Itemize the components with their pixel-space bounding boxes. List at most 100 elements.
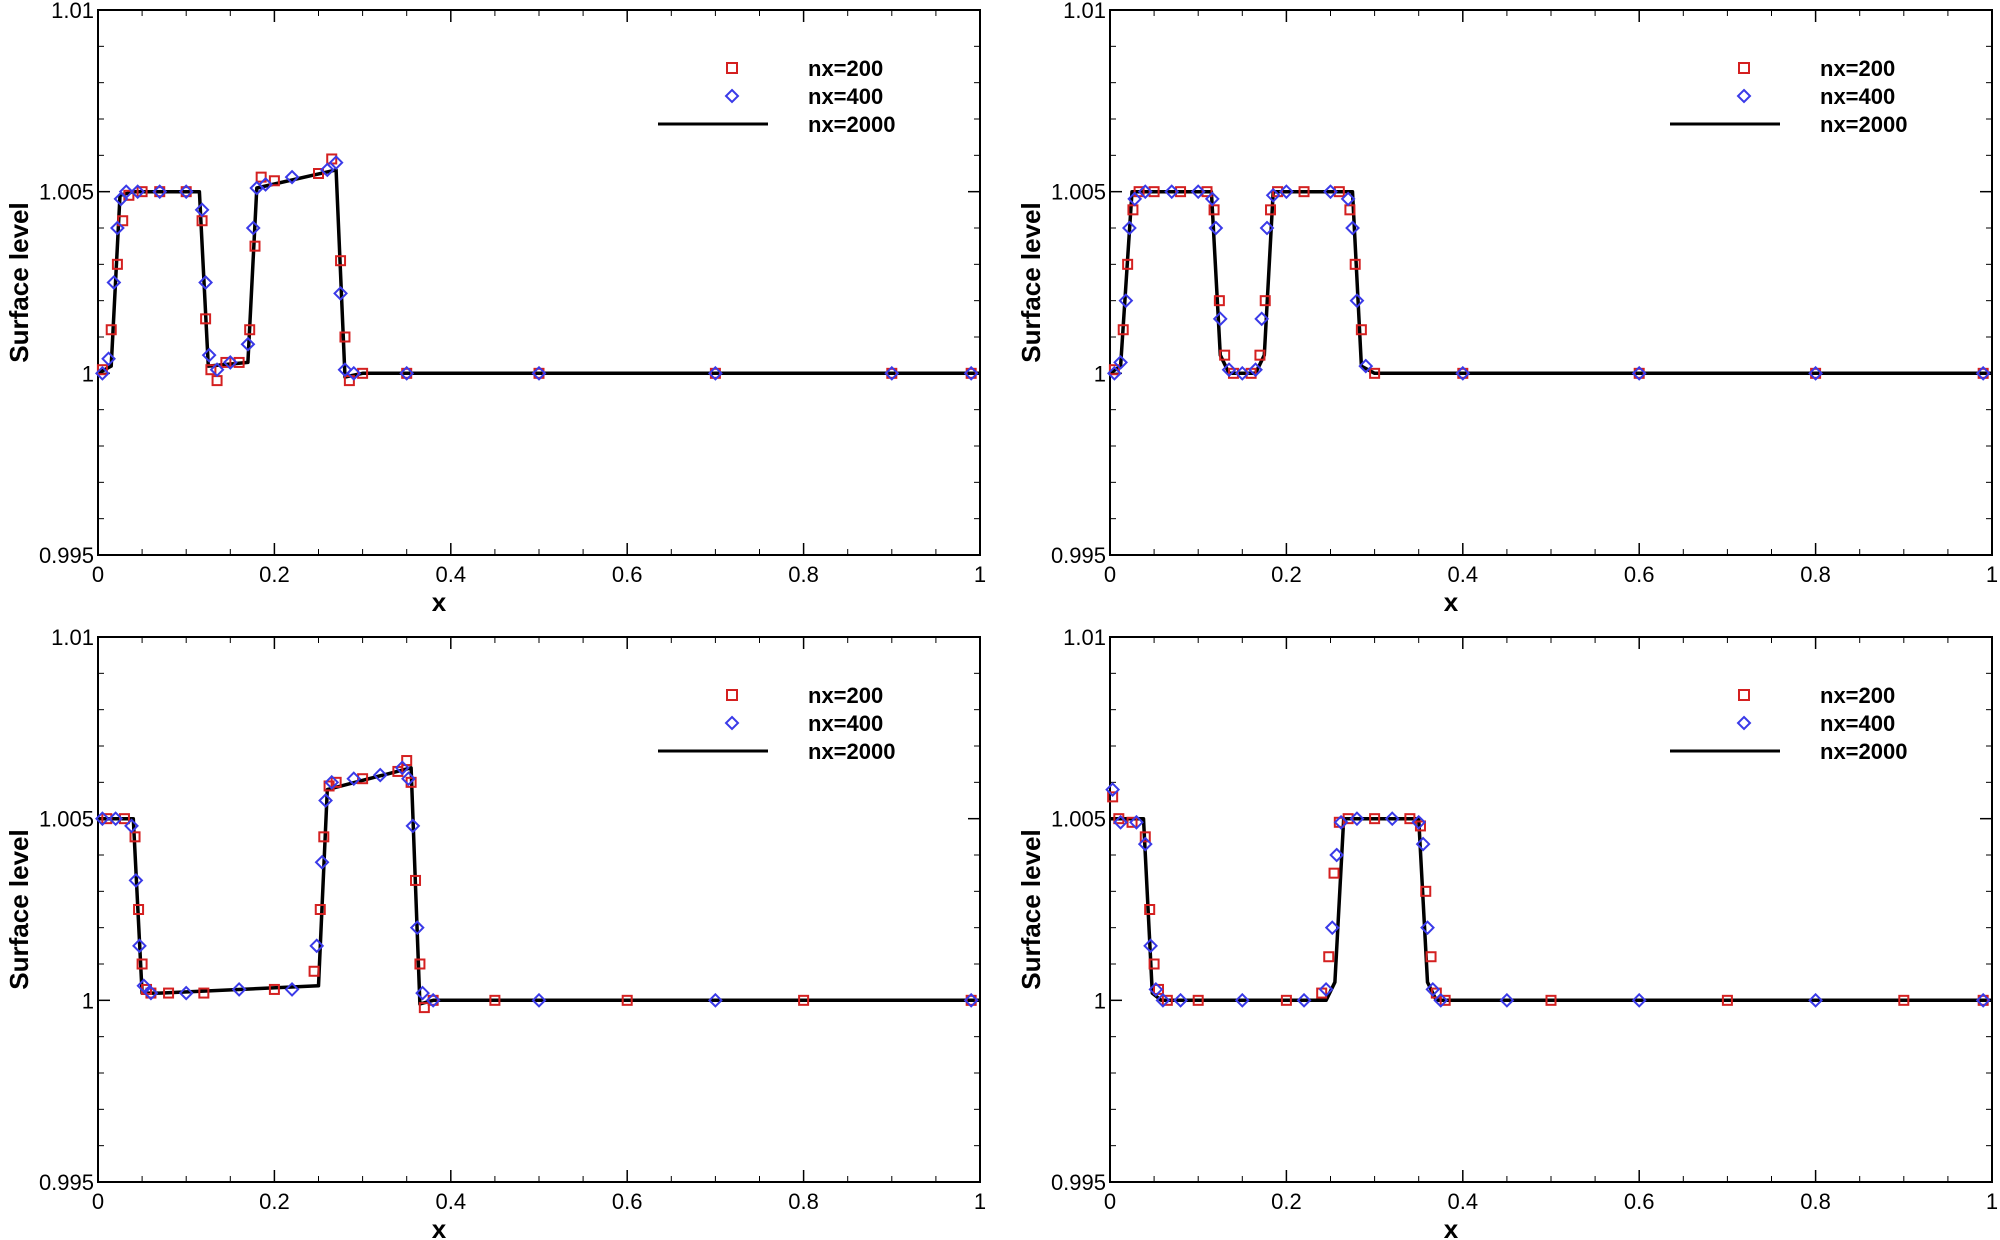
data-point-nx200: [308, 965, 320, 977]
data-point-nx200: [1175, 186, 1187, 198]
data-point-nx200: [1148, 958, 1160, 970]
data-point-nx200: [154, 186, 166, 198]
x-tick-label: 0: [92, 1189, 104, 1214]
data-point-nx200: [136, 958, 148, 970]
data-point-nx200: [1265, 204, 1277, 216]
x-tick-label: 0.2: [259, 562, 290, 587]
data-point-nx200: [1208, 204, 1220, 216]
data-point-nx400: [1190, 184, 1206, 200]
y-tick-label: 1.005: [1051, 180, 1106, 205]
data-point-nx400: [1148, 982, 1164, 997]
series-line-nx2000: [1109, 189, 1992, 376]
legend-marker-diamond: [1736, 88, 1752, 104]
legend-label: nx=200: [1820, 56, 1895, 81]
chart-panel-4: 0 0.2 0.4 0.6 0.8 1 0.995 1 1.005 1.01 x Surface le…: [1016, 625, 1998, 1240]
data-point-nx200: [1977, 994, 1989, 1006]
legend: nx=200 nx=400 nx=2000: [658, 56, 895, 137]
data-point-nx400: [1975, 992, 1991, 1008]
data-point-nx400: [1164, 184, 1180, 200]
data-point-nx400: [1259, 220, 1275, 236]
data-point-nx200: [1192, 994, 1204, 1006]
y-tick-label: 1.005: [1051, 807, 1106, 832]
y-tick-label: 1: [1094, 988, 1106, 1013]
y-axis-title: Surface level: [4, 829, 34, 989]
x-tick-label: 1: [974, 562, 986, 587]
data-point-nx400: [1137, 836, 1153, 852]
data-point-nx400: [1155, 992, 1171, 1008]
data-point-nx400: [130, 184, 146, 200]
data-point-nx400: [1106, 365, 1122, 381]
data-point-nx400: [1420, 920, 1435, 936]
data-point-nx200: [180, 186, 192, 198]
data-point-nx400: [1129, 814, 1144, 830]
y-tick-label: 0.995: [1051, 1170, 1106, 1195]
y-tick-label: 1: [82, 988, 94, 1013]
data-point-nx200: [133, 904, 145, 915]
data-point-nx400: [1221, 362, 1237, 378]
data-point-nx400: [319, 162, 335, 178]
legend-marker-square: [1738, 62, 1750, 74]
data-point-nx400: [94, 365, 110, 381]
data-point-nx200: [410, 874, 422, 886]
data-point-nx200: [414, 958, 426, 970]
x-tick-label: 0.2: [1271, 1189, 1302, 1214]
data-point-nx400: [1975, 365, 1991, 381]
data-point-nx200: [1219, 349, 1231, 361]
data-point-nx200: [533, 367, 545, 379]
x-tick-label: 1: [1986, 562, 1998, 587]
data-point-nx200: [101, 813, 113, 825]
y-axis-title: Surface level: [1016, 202, 1046, 362]
x-axis-title: x: [1444, 1214, 1459, 1240]
data-point-nx200: [965, 994, 977, 1006]
data-point-nx200: [1117, 324, 1129, 336]
data-point-nx400: [1808, 365, 1824, 381]
data-point-nx200: [1144, 904, 1156, 915]
data-point-nx200: [111, 258, 123, 270]
legend-marker-diamond: [1736, 715, 1752, 731]
data-point-nx400: [1127, 191, 1143, 207]
data-point-nx200: [96, 364, 108, 376]
data-point-nx400: [1278, 184, 1294, 200]
data-point-nx200: [1439, 994, 1451, 1006]
chart-panel-1: 0 0.2 0.4 0.6 0.8 1 0.995 1 1.005 1.01 x Surface le…: [4, 0, 986, 617]
data-point-nx200: [1333, 186, 1345, 198]
data-point-nx200: [211, 375, 223, 387]
data-point-nx200: [200, 313, 212, 325]
data-point-nx200: [1107, 791, 1119, 803]
y-tick-label: 0.995: [1051, 543, 1106, 568]
x-tick-label: 0.6: [1624, 1189, 1655, 1214]
legend-label: nx=200: [808, 683, 883, 708]
x-tick-label: 0.4: [436, 1189, 467, 1214]
data-point-nx200: [1633, 367, 1645, 379]
data-point-nx200: [105, 324, 117, 336]
data-point-nx200: [118, 813, 130, 825]
data-point-nx200: [220, 356, 232, 368]
x-tick-label: 0.4: [436, 562, 467, 587]
data-point-nx400: [1118, 293, 1134, 309]
data-point-nx200: [1280, 994, 1292, 1006]
data-point-nx400: [231, 982, 247, 997]
data-point-nx400: [1208, 220, 1224, 236]
data-point-nx200: [1254, 349, 1266, 361]
data-point-nx200: [1457, 367, 1469, 379]
series-line-nx2000: [97, 168, 980, 379]
data-point-nx200: [1369, 813, 1381, 825]
data-point-nx400: [1113, 814, 1128, 830]
data-point-nx200: [1545, 994, 1557, 1006]
data-point-nx400: [425, 992, 441, 1008]
data-point-nx200: [1213, 295, 1225, 307]
data-point-nx400: [128, 873, 144, 888]
data-point-nx400: [372, 767, 388, 783]
x-tick-label: 0.6: [1624, 562, 1655, 587]
data-point-nx200: [335, 255, 347, 267]
data-point-nx200: [233, 356, 245, 368]
data-point-nx400: [198, 275, 214, 290]
data-point-nx400: [1318, 982, 1334, 997]
y-tick-label: 1: [1094, 361, 1106, 386]
data-point-nx400: [201, 347, 217, 363]
x-tick-label: 0: [1104, 1189, 1116, 1214]
x-tick-label: 0.6: [612, 562, 643, 587]
data-point-nx200: [136, 186, 148, 198]
data-point-nx200: [1139, 831, 1151, 843]
data-point-nx200: [1298, 186, 1310, 198]
